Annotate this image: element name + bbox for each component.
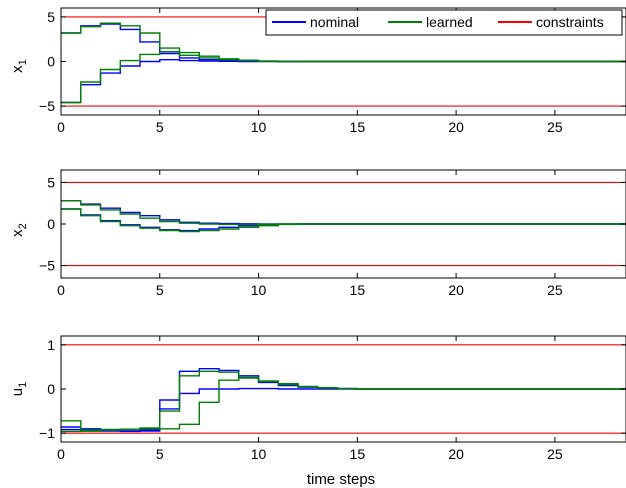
subplot-x1: 0 5 10 15 20 25−505 x1 nominal learned constr…	[9, 7, 626, 135]
u1-xtick-label: 10	[251, 446, 267, 462]
u1-ytick-label: 1	[47, 337, 55, 353]
x1-xtick-label: 25	[547, 119, 563, 135]
u1-xtick-label: 0	[57, 446, 65, 462]
x2-xtick-label: 10	[251, 282, 267, 298]
u1-ytick-label: 0	[47, 381, 55, 397]
u1-ticks: 0 5 10 15 20 25−101	[39, 336, 626, 462]
x2-xtick-label: 5	[156, 282, 164, 298]
x2-ticks: 0 5 10 15 20 25−505	[39, 170, 626, 298]
u1-series-learned-3	[61, 376, 626, 433]
x1-ylabel: x1	[9, 59, 29, 73]
legend-box	[265, 9, 623, 36]
x2-xtick-label: 15	[350, 282, 366, 298]
u1-xtick-label: 15	[350, 446, 366, 462]
x2-ylabel: x2	[9, 223, 29, 237]
x2-xtick-label: 25	[547, 282, 563, 298]
x1-ytick-label: −5	[39, 98, 55, 114]
x2-series-learned-3	[61, 208, 626, 233]
legend-label-learned: learned	[426, 14, 473, 30]
subplot-u1: 0 5 10 15 20 25−101 u1 time steps	[9, 335, 626, 488]
subplot-x2: 0 5 10 15 20 25−505 x2	[9, 169, 626, 298]
x1-xtick-label: 5	[156, 119, 164, 135]
legend: nominal learned constraints	[265, 9, 623, 36]
x1-xtick-label: 0	[57, 119, 65, 135]
u1-xtick-label: 5	[156, 446, 164, 462]
u1-ylabel: u1	[9, 382, 29, 396]
x1-ytick-label: 5	[47, 9, 55, 25]
u1-traces	[61, 344, 626, 434]
x2-traces	[61, 181, 626, 267]
x2-xtick-label: 0	[57, 282, 65, 298]
x2-xtick-label: 20	[448, 282, 464, 298]
x1-ticks: 0 5 10 15 20 25−505	[39, 8, 626, 135]
legend-label-constraints: constraints	[536, 14, 604, 30]
u1-xlabel: time steps	[307, 471, 375, 488]
x1-xtick-label: 20	[448, 119, 464, 135]
x2-ytick-label: −5	[39, 258, 55, 274]
legend-label-nominal: nominal	[310, 14, 359, 30]
x1-ytick-label: 0	[47, 54, 55, 70]
x2-ytick-label: 5	[47, 174, 55, 190]
x1-xtick-label: 15	[350, 119, 366, 135]
x1-series-learned-3	[61, 51, 626, 104]
u1-ytick-label: −1	[39, 425, 55, 441]
u1-xtick-label: 20	[448, 446, 464, 462]
x2-ytick-label: 0	[47, 216, 55, 232]
u1-xtick-label: 25	[547, 446, 563, 462]
x1-xtick-label: 10	[251, 119, 267, 135]
